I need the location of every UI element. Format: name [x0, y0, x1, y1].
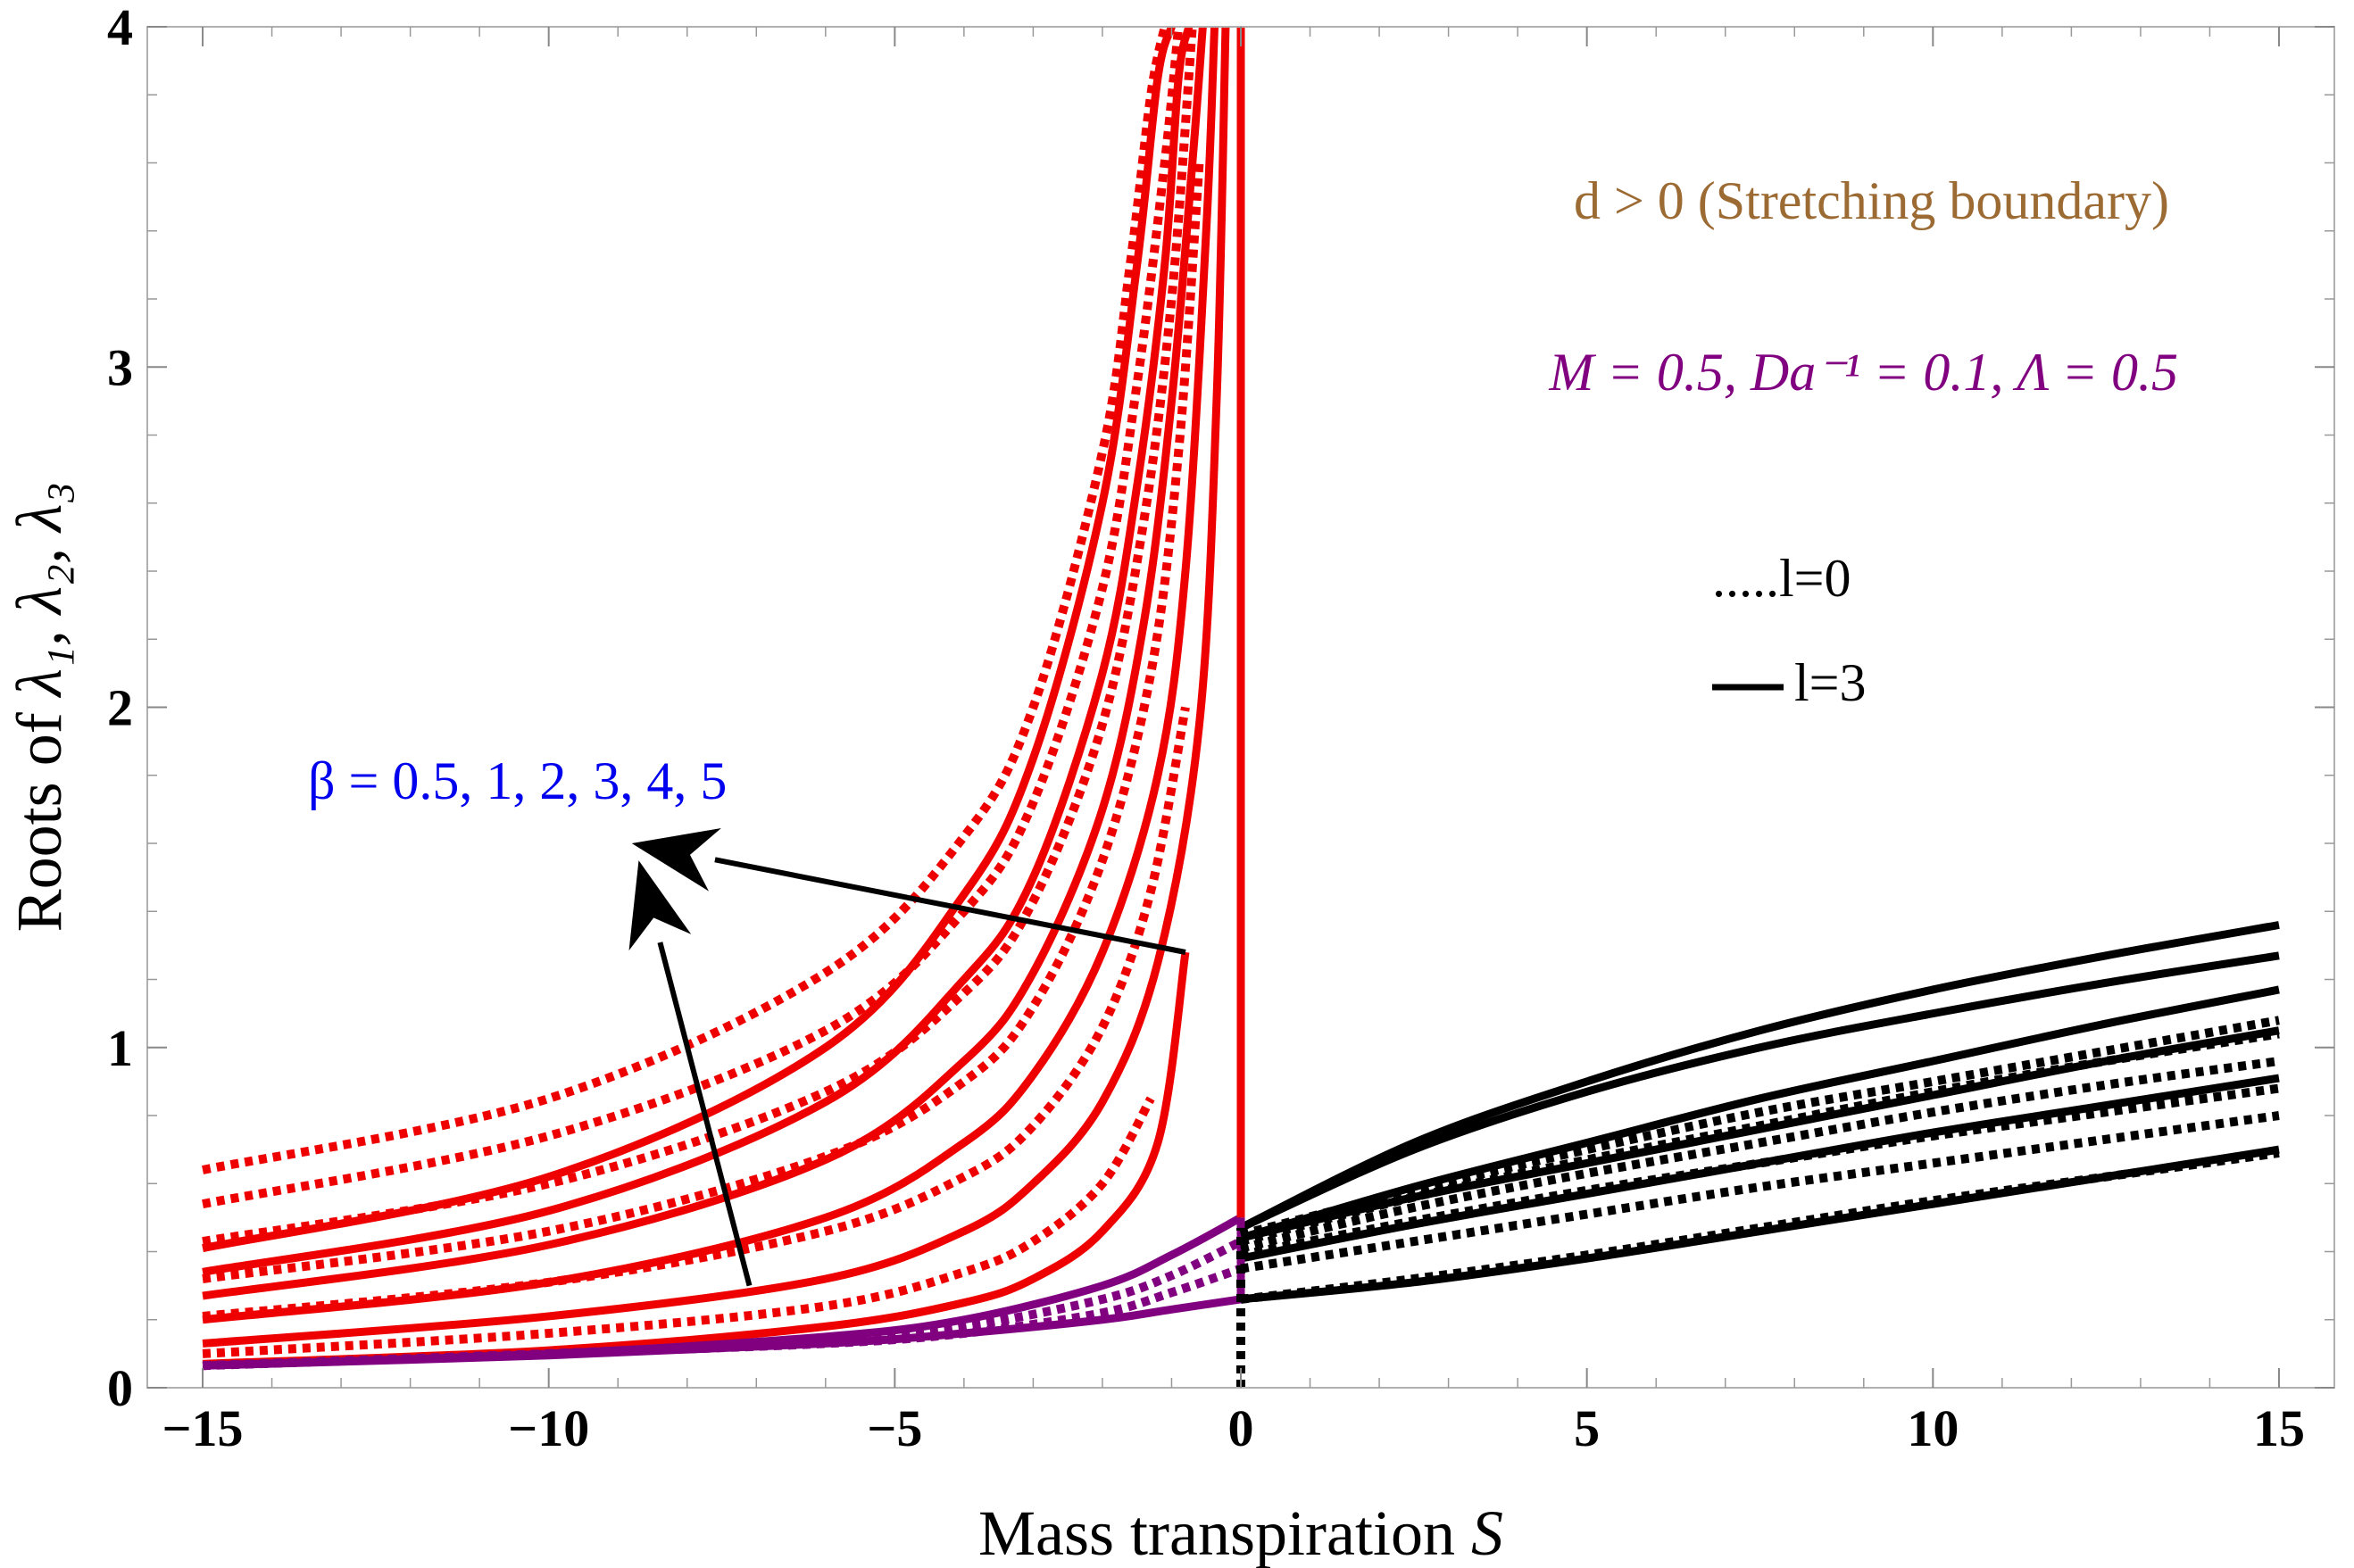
series-red-l-3-1 [202, 27, 1176, 1253]
annotation-params: M = 0.5, Da⁻¹ = 0.1, Λ = 0.5 [1548, 343, 2178, 402]
y-tick-label: 1 [107, 1019, 133, 1077]
series-red-l-0-4 [202, 162, 1204, 1283]
arrow-vertical-shaft [657, 942, 753, 1287]
series-layer [202, 27, 2280, 1388]
series-black-l-0-1 [1239, 1016, 2280, 1240]
arrow-vertical-head [628, 860, 692, 951]
x-tick-label: 5 [1574, 1399, 1600, 1457]
arrow-horizontal-head [631, 828, 721, 892]
series-black-l-0-2 [1239, 1029, 2280, 1246]
series-black-l-3-2 [1239, 951, 2280, 1232]
x-tick-label: 15 [2253, 1399, 2305, 1457]
arrow-horizontal [631, 828, 1186, 955]
series-red-l-3-3 [202, 27, 1207, 1300]
y-tick-label: 2 [107, 679, 133, 737]
annotation-regime: d > 0 (Stretching boundary) [1574, 171, 2169, 230]
series-red-l-3-2 [202, 27, 1194, 1276]
x-axis-label: Mass transpiration S [978, 1497, 1503, 1568]
series-purple-l-0-b [202, 1264, 1243, 1371]
y-tick-label: 3 [107, 338, 133, 396]
x-tick-label: −15 [162, 1399, 243, 1457]
x-tick-label: −10 [508, 1399, 589, 1457]
series-black-l-3-1 [1239, 921, 2280, 1232]
arrow-vertical [628, 860, 753, 1287]
legend-dotted: .....l=0 [1712, 549, 1851, 608]
x-tick-label: 0 [1228, 1399, 1254, 1457]
series-black-l-0-6 [1240, 1148, 2280, 1304]
arrow-layer [628, 828, 1186, 1287]
y-axis-label: Roots of λ₁, λ₂, λ₃ [4, 482, 75, 933]
annotation-beta: β = 0.5, 1, 2, 3, 4, 5 [308, 751, 727, 810]
series-red-l-0-6 [202, 1096, 1155, 1358]
x-tick-label: −5 [867, 1399, 922, 1457]
y-tick-label: 0 [107, 1359, 133, 1417]
series-red-l-0-1 [202, 27, 1169, 1174]
arrow-horizontal-shaft [714, 857, 1186, 955]
series-red-l-3-5 [202, 27, 1230, 1348]
y-axis-variables: λ₁, λ₂, λ₃ [4, 482, 75, 699]
series-red-l-0-5 [202, 706, 1190, 1321]
x-tick-label: 10 [1907, 1399, 1959, 1457]
series-red-l-0-3 [202, 27, 1197, 1246]
legend-solid: l=3 [1794, 653, 1867, 712]
y-tick-label: 4 [107, 0, 133, 56]
tick-layer: −15 −10 −5 0 5 10 15 0 1 2 3 4 [107, 0, 2334, 1457]
series-black-l-0-5 [1240, 1111, 2280, 1273]
series-black-l-0-4 [1240, 1083, 2280, 1260]
x-axis-variable: S [1471, 1497, 1503, 1568]
series-purple-l-0-a [202, 1237, 1244, 1371]
series-black-l-0-3 [1239, 1057, 2280, 1253]
